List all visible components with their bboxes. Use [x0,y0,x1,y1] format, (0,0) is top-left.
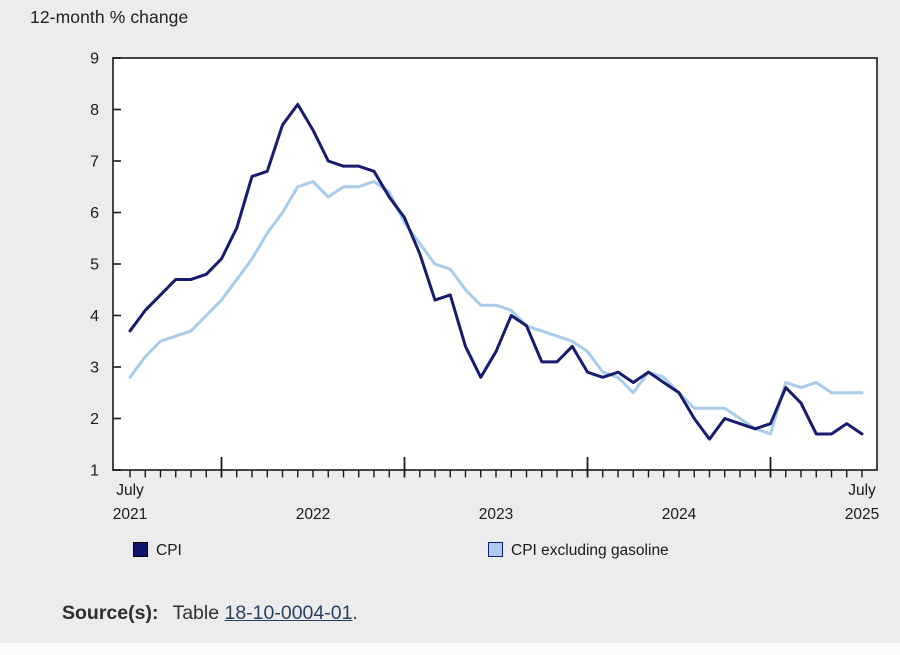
cpi-legend-swatch [133,542,148,557]
table-link[interactable]: 18-10-0004-01 [224,602,353,624]
cpi-excluding-gasoline-line [128,180,864,436]
plot-area [112,57,878,471]
source-label: Source(s): [62,602,159,624]
source-period: . [352,602,358,624]
cpi-line [128,102,864,441]
cpi-line-chart: 1 2 3 4 5 6 7 8 9 [90,51,878,480]
y-tick-label: 5 [90,257,99,274]
x-axis-label: July 2025 [844,482,880,523]
cpi-legend-label: CPI [156,542,182,559]
x-axis-label: 2023 [478,506,514,523]
y-tick-label: 6 [90,205,99,222]
y-tick-label: 7 [90,154,99,171]
cpi-excluding-gasoline-legend-label: CPI excluding gasoline [511,542,669,559]
legend-item-cpi-excluding-gasoline: CPI excluding gasoline [488,542,669,562]
source-note: Source(s): Table 18-10-0004-01. [62,602,358,625]
cpi-excluding-gasoline-legend-swatch [488,542,503,557]
x-axis-label: 2024 [661,506,697,523]
y-tick-label: 3 [90,360,99,377]
y-tick-label: 2 [90,411,99,428]
x-axis-label: July 2021 [112,482,148,523]
y-tick-label: 4 [90,308,99,325]
bottom-strip [0,643,900,655]
x-axis-label: 2022 [295,506,331,523]
y-tick-label: 8 [90,102,99,119]
y-tick-label: 9 [90,51,99,68]
chart-title: 12-month % change [30,7,189,27]
source-text: Table [172,602,225,624]
y-tick-label: 1 [90,463,99,480]
legend-item-cpi: CPI [133,542,182,562]
